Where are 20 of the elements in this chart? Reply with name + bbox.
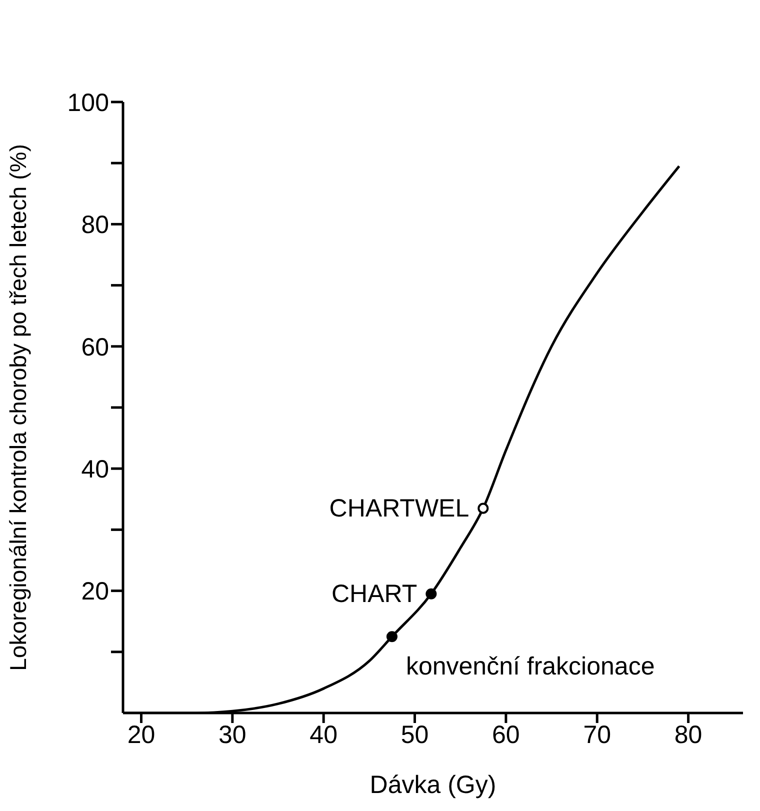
y-tick-label: 20 bbox=[81, 578, 109, 606]
point bbox=[386, 631, 398, 642]
point bbox=[426, 588, 437, 600]
y-tick-label: 80 bbox=[81, 211, 109, 240]
x-tick-label: 50 bbox=[400, 720, 429, 749]
y-axis-title: Lokoregionální kontrola choroby po třech letech (%) bbox=[5, 144, 32, 671]
annotation: konvenční frakcionace bbox=[406, 652, 655, 681]
x-tick-label: 20 bbox=[127, 720, 156, 749]
x-tick-label: 40 bbox=[310, 720, 338, 749]
annotation: CHARTWEL bbox=[329, 494, 470, 522]
x-tick-label: 70 bbox=[583, 720, 612, 749]
y-tick-label: 100 bbox=[67, 88, 109, 117]
x-axis-title: Dávka (Gy) bbox=[370, 771, 496, 799]
annotation: CHART bbox=[332, 580, 418, 608]
x-tick-label: 30 bbox=[218, 720, 246, 749]
x-tick-label: 60 bbox=[492, 720, 520, 749]
y-tick-label: 60 bbox=[81, 333, 109, 362]
x-tick-label: 80 bbox=[674, 720, 702, 749]
point bbox=[478, 502, 489, 514]
y-tick-label: 40 bbox=[81, 455, 109, 484]
